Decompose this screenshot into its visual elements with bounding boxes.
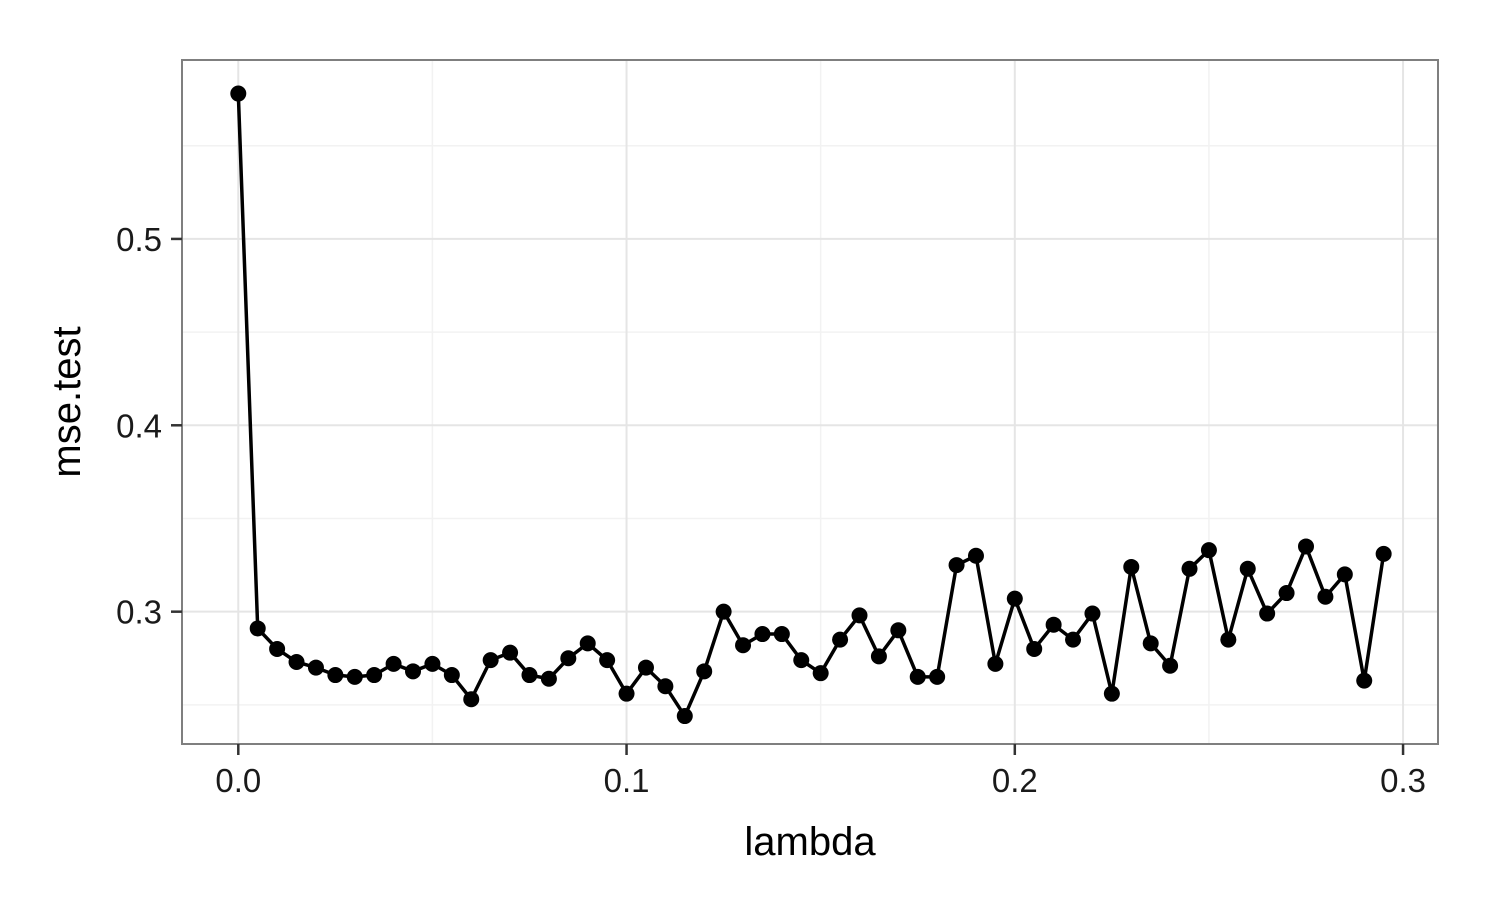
data-point xyxy=(599,652,616,669)
data-point xyxy=(1103,685,1120,702)
data-point xyxy=(521,667,538,684)
data-point xyxy=(773,626,790,643)
data-point xyxy=(385,655,402,672)
data-point xyxy=(1142,635,1159,652)
data-point xyxy=(870,648,887,665)
data-point xyxy=(1239,560,1256,577)
data-point xyxy=(1181,560,1198,577)
data-point xyxy=(1336,566,1353,583)
data-point xyxy=(502,644,519,661)
data-point xyxy=(1278,585,1295,602)
data-point xyxy=(1006,590,1023,607)
data-point xyxy=(832,631,849,648)
y-tick-label: 0.5 xyxy=(116,221,162,258)
data-point xyxy=(715,603,732,620)
data-point xyxy=(1065,631,1082,648)
data-point xyxy=(967,547,984,564)
data-point xyxy=(327,667,344,684)
x-tick-label: 0.1 xyxy=(604,762,650,799)
data-point xyxy=(1297,538,1314,555)
data-point xyxy=(230,85,247,102)
data-point xyxy=(1356,672,1373,689)
data-point xyxy=(793,652,810,669)
data-point xyxy=(288,653,305,670)
data-point xyxy=(618,685,635,702)
x-tick-label: 0.0 xyxy=(215,762,261,799)
x-axis: 0.0 0.1 0.2 0.3 xyxy=(215,744,1426,799)
data-point xyxy=(424,655,441,672)
major-gridlines xyxy=(182,60,1438,744)
data-point xyxy=(463,691,480,708)
data-point xyxy=(987,655,1004,672)
data-point xyxy=(1200,542,1217,559)
data-point xyxy=(657,678,674,695)
data-point xyxy=(676,708,693,725)
data-point xyxy=(1045,616,1062,633)
y-tick-label: 0.3 xyxy=(116,594,162,631)
data-point xyxy=(1375,545,1392,562)
y-axis-title: mse.test xyxy=(45,326,89,477)
data-point xyxy=(948,557,965,574)
series-points-group xyxy=(230,85,1392,725)
data-point xyxy=(1317,588,1334,605)
data-point xyxy=(405,663,422,680)
data-point xyxy=(1084,605,1101,622)
plot-panel-border xyxy=(181,59,1439,745)
data-point xyxy=(346,668,363,685)
data-point xyxy=(1259,605,1276,622)
data-point xyxy=(1220,631,1237,648)
y-axis: 0.3 0.4 0.5 xyxy=(116,221,182,631)
data-point xyxy=(851,607,868,624)
data-point xyxy=(443,667,460,684)
data-point xyxy=(307,659,324,676)
y-tick-label: 0.4 xyxy=(116,407,162,444)
data-point xyxy=(812,665,829,682)
data-point xyxy=(1162,657,1179,674)
data-point xyxy=(929,668,946,685)
data-point xyxy=(540,670,557,687)
data-point xyxy=(366,667,383,684)
data-point xyxy=(890,622,907,639)
data-point xyxy=(560,650,577,667)
data-point xyxy=(579,635,596,652)
data-point xyxy=(696,663,713,680)
data-point xyxy=(269,640,286,657)
data-point xyxy=(735,637,752,654)
data-point xyxy=(909,668,926,685)
x-axis-title: lambda xyxy=(744,820,876,864)
data-point xyxy=(482,652,499,669)
data-point xyxy=(637,659,654,676)
x-tick-label: 0.2 xyxy=(992,762,1038,799)
data-point xyxy=(249,620,266,637)
x-tick-label: 0.3 xyxy=(1380,762,1426,799)
data-point xyxy=(754,626,771,643)
data-point xyxy=(1026,640,1043,657)
minor-gridlines xyxy=(182,60,1438,744)
data-point xyxy=(1123,558,1140,575)
